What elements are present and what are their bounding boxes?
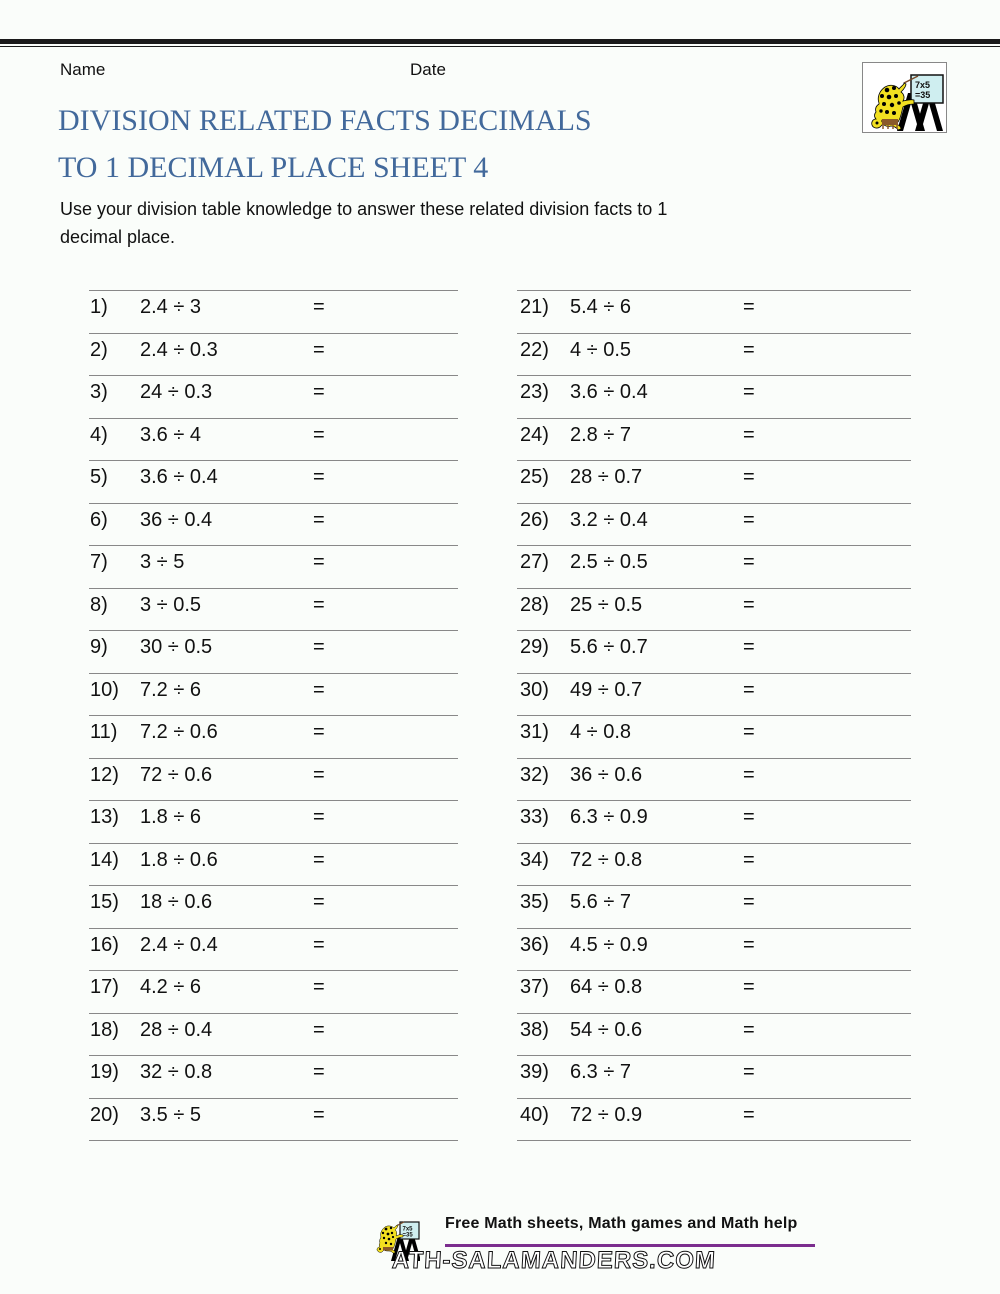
svg-text:=35: =35 — [403, 1233, 414, 1239]
svg-text:=35: =35 — [915, 90, 930, 100]
svg-text:7x5: 7x5 — [915, 80, 930, 90]
